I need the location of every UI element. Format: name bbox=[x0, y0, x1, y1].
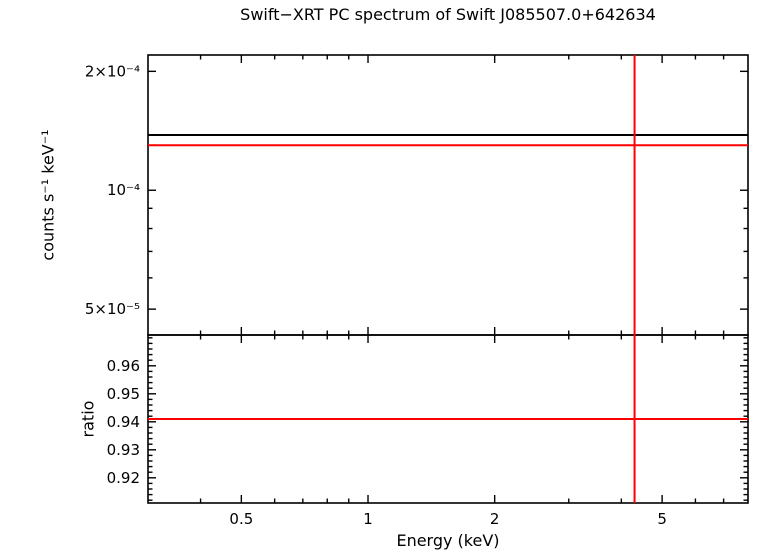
x-tick-label: 5 bbox=[657, 510, 667, 528]
ratio-y-tick-label: 0.95 bbox=[107, 385, 140, 403]
x-axis-label: Energy (keV) bbox=[396, 531, 500, 550]
spectrum-panel-frame bbox=[147, 54, 749, 336]
x-ticks bbox=[199, 55, 725, 503]
spectrum-y-tick-label: 10⁻⁴ bbox=[107, 181, 140, 199]
ratio-y-tick-label: 0.92 bbox=[107, 469, 140, 487]
spectrum-y-ticks bbox=[148, 70, 748, 310]
y-axis-label-spectrum: counts s⁻¹ keV⁻¹ bbox=[38, 129, 58, 261]
spectrum-y-tick-label: 2×10⁻⁴ bbox=[85, 62, 140, 80]
ratio-y-tick-label: 0.96 bbox=[107, 357, 140, 375]
spectrum-y-tick-label: 5×10⁻⁵ bbox=[85, 300, 140, 318]
ratio-y-tick-label: 0.94 bbox=[107, 413, 140, 431]
chart-title: Swift−XRT PC spectrum of Swift J085507.0… bbox=[240, 5, 656, 24]
y-axis-label-ratio: ratio bbox=[78, 400, 98, 438]
ratio-y-tick-label: 0.93 bbox=[107, 441, 140, 459]
ratio-y-ticks bbox=[148, 337, 748, 501]
x-tick-label: 1 bbox=[363, 510, 373, 528]
x-tick-label: 0.5 bbox=[229, 510, 253, 528]
x-tick-label: 2 bbox=[490, 510, 500, 528]
